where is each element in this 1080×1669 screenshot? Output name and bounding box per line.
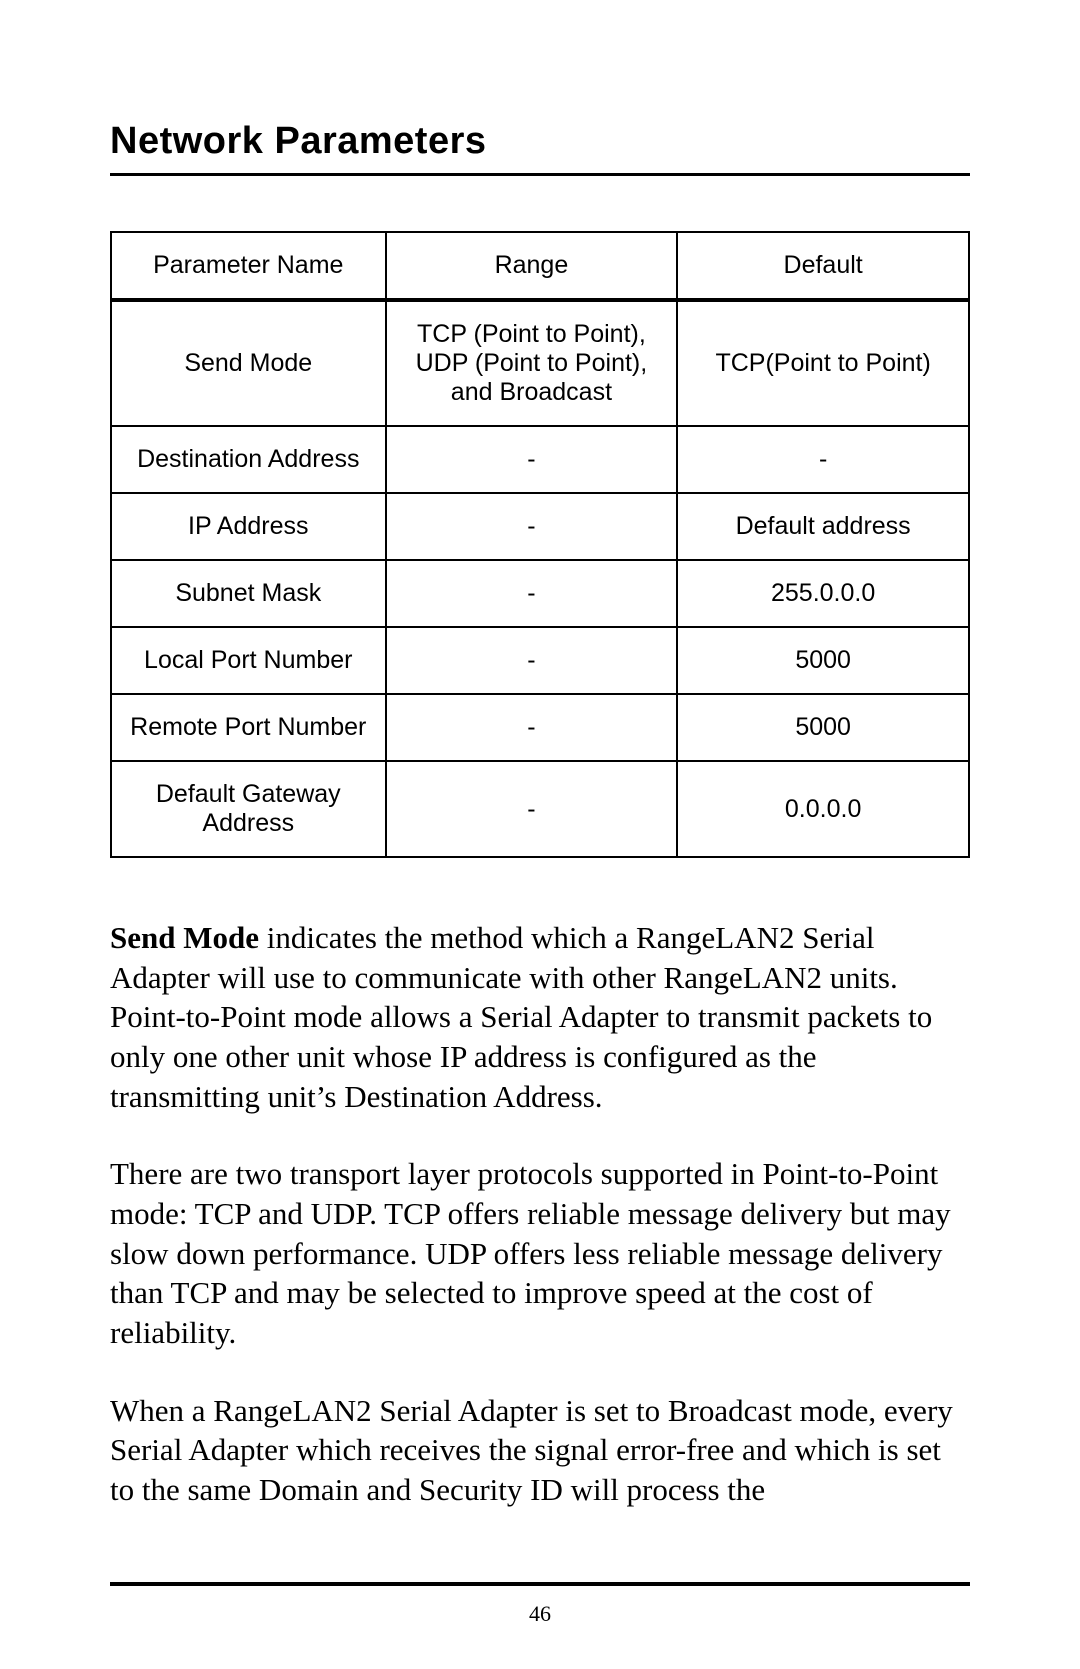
table-cell: 0.0.0.0 bbox=[677, 761, 969, 857]
table-header-cell: Range bbox=[386, 232, 678, 300]
table-cell: Local Port Number bbox=[111, 627, 386, 694]
table-cell: Subnet Mask bbox=[111, 560, 386, 627]
table-cell: - bbox=[386, 694, 678, 761]
document-page: Network Parameters Parameter Name Range … bbox=[0, 0, 1080, 1669]
table-cell: TCP (Point to Point),UDP (Point to Point… bbox=[386, 300, 678, 426]
table-header-cell: Parameter Name bbox=[111, 232, 386, 300]
table-cell: - bbox=[386, 627, 678, 694]
paragraph: When a RangeLAN2 Serial Adapter is set t… bbox=[110, 1391, 970, 1510]
paragraph: Send Mode indicates the method which a R… bbox=[110, 918, 970, 1116]
table-cell: Remote Port Number bbox=[111, 694, 386, 761]
table-cell: TCP(Point to Point) bbox=[677, 300, 969, 426]
table-cell: 255.0.0.0 bbox=[677, 560, 969, 627]
table-row: Remote Port Number-5000 bbox=[111, 694, 969, 761]
table-header-row: Parameter Name Range Default bbox=[111, 232, 969, 300]
table-row: IP Address-Default address bbox=[111, 493, 969, 560]
table-cell: Default address bbox=[677, 493, 969, 560]
table-row: Default GatewayAddress-0.0.0.0 bbox=[111, 761, 969, 857]
table-row: Subnet Mask-255.0.0.0 bbox=[111, 560, 969, 627]
page-number: 46 bbox=[0, 1601, 1080, 1627]
table-row: Destination Address-- bbox=[111, 426, 969, 493]
table-cell: - bbox=[386, 761, 678, 857]
table-cell: - bbox=[677, 426, 969, 493]
paragraph-lead: Send Mode bbox=[110, 920, 259, 955]
table-row: Send ModeTCP (Point to Point),UDP (Point… bbox=[111, 300, 969, 426]
paragraph: There are two transport layer protocols … bbox=[110, 1154, 970, 1352]
table-cell: IP Address bbox=[111, 493, 386, 560]
footer-rule bbox=[110, 1582, 970, 1586]
table-cell: 5000 bbox=[677, 694, 969, 761]
table-cell: - bbox=[386, 560, 678, 627]
table-cell: - bbox=[386, 493, 678, 560]
parameters-table: Parameter Name Range Default Send ModeTC… bbox=[110, 231, 970, 858]
table-cell: 5000 bbox=[677, 627, 969, 694]
section-heading: Network Parameters bbox=[110, 120, 970, 163]
table-cell: - bbox=[386, 426, 678, 493]
table-row: Local Port Number-5000 bbox=[111, 627, 969, 694]
table-cell: Destination Address bbox=[111, 426, 386, 493]
table-cell: Send Mode bbox=[111, 300, 386, 426]
table-header-cell: Default bbox=[677, 232, 969, 300]
table-cell: Default GatewayAddress bbox=[111, 761, 386, 857]
heading-rule bbox=[110, 173, 970, 176]
table-body: Send ModeTCP (Point to Point),UDP (Point… bbox=[111, 300, 969, 857]
body-text: Send Mode indicates the method which a R… bbox=[110, 918, 970, 1510]
